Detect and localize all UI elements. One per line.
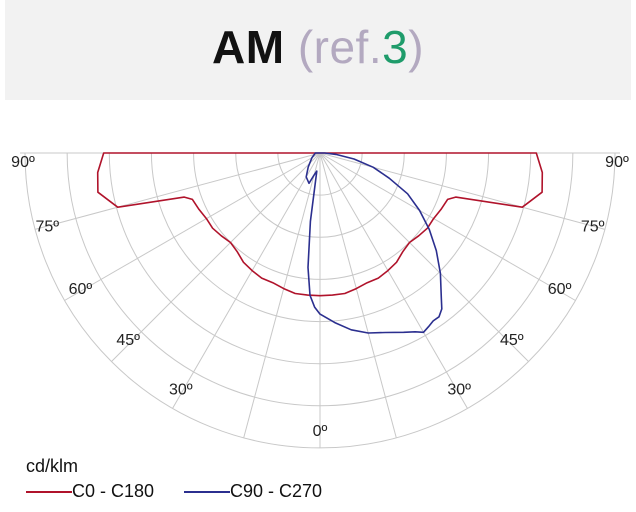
title-ref-close: ) [408,21,425,73]
angle-label-right: 75º [581,219,605,236]
title-band: AM (ref.3) [5,0,631,100]
angle-label-right: 60º [548,281,572,298]
title-ref-number: 3 [382,21,409,73]
chart-title: AM (ref.3) [5,17,631,77]
unit-label: cd/klm [26,456,79,476]
title-ref-open: (ref. [297,21,383,73]
polar-spoke [111,152,321,362]
legend-swatch-c90 [184,491,230,493]
series-curve-1 [305,152,443,334]
title-main: AM [211,21,285,73]
angle-label-center: 0º [313,423,328,440]
polar-spoke [319,152,397,439]
series-curve-0 [96,152,544,297]
polar-spoke [319,152,576,301]
polar-spoke [319,152,468,409]
polar-spoke [64,152,321,301]
angle-label-left: 90º [11,154,35,171]
legend-label-c90: C90 - C270 [230,481,323,501]
polar-spoke [34,152,321,230]
angle-label-left: 60º [69,281,93,298]
polar-spoke [319,152,529,362]
legend-label-c0: C0 - C180 [72,481,155,501]
polar-spoke [172,152,321,409]
angle-label-right: 45º [500,332,524,349]
polar-spoke [319,152,606,230]
angle-label-left: 75º [35,219,59,236]
legend-swatch-c0 [26,491,72,493]
polar-spoke [243,152,321,439]
angle-label-left: 30º [169,382,193,399]
angle-label-right: 90º [605,154,629,171]
angle-label-left: 45º [116,332,140,349]
angle-label-right: 30º [447,382,471,399]
